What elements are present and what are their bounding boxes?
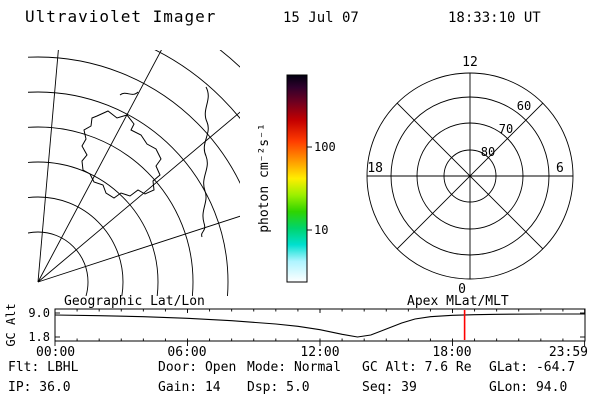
x-tick-1200: 12:00	[300, 345, 339, 360]
mlt-label-0: 0	[458, 282, 466, 297]
x-tick-0000: 00:00	[36, 345, 75, 360]
gc-alt-curve	[54, 313, 585, 338]
geographic-grid-arcs	[28, 50, 240, 296]
colorbar-tick-10: 10	[314, 223, 328, 237]
geographic-plot	[28, 50, 240, 296]
y-tick-top: 9.0	[28, 306, 50, 320]
colorbar-scale	[286, 74, 308, 283]
header: Ultraviolet Imager 15 Jul 07 18:33:10 UT	[25, 7, 541, 26]
time-label: 18:33:10 UT	[448, 10, 541, 26]
colorbar-unit-label: photon cm⁻²s⁻¹	[257, 123, 272, 233]
mlt-label-6: 6	[556, 161, 564, 176]
x-tick-0600: 06:00	[167, 345, 206, 360]
status-flt: Flt: LBHL	[8, 360, 79, 375]
strip-chart-ticks	[54, 309, 586, 346]
status-gc-alt: GC Alt: 7.6 Re	[362, 360, 472, 375]
app-title: Ultraviolet Imager	[25, 7, 216, 26]
date-label: 15 Jul 07	[283, 10, 359, 26]
status-dsp: Dsp: 5.0	[247, 380, 310, 395]
apex-plot-title: Apex MLat/MLT	[407, 294, 509, 309]
status-mode: Mode: Normal	[247, 360, 341, 375]
apex-plot: 12 0 18 6 60 70 80	[366, 55, 574, 297]
colorbar: 100 10 photon cm⁻²s⁻¹	[257, 74, 336, 283]
geo-plot-title: Geographic Lat/Lon	[64, 294, 205, 309]
status-door: Door: Open	[158, 360, 236, 375]
status-ip: IP: 36.0	[8, 380, 71, 395]
status-glat: GLat: -64.7	[489, 360, 575, 375]
geographic-grid-meridians	[37, 50, 240, 283]
colorbar-tick-100: 100	[314, 140, 336, 154]
status-gain: Gain: 14	[158, 380, 221, 395]
gc-alt-strip-chart: 9.0 1.8 GC Alt 00:00 06:00 12:00 18:00 2…	[4, 303, 588, 360]
status-seq: Seq: 39	[362, 380, 417, 395]
x-tick-1800: 18:00	[432, 345, 471, 360]
mlat-label-70: 70	[499, 122, 513, 136]
x-tick-2359: 23:59	[549, 345, 588, 360]
mlt-label-18: 18	[367, 161, 383, 176]
mlat-label-60: 60	[517, 99, 531, 113]
y-tick-bottom: 1.8	[28, 330, 50, 344]
status-glon: GLon: 94.0	[489, 380, 567, 395]
y-axis-label: GC Alt	[4, 303, 18, 346]
apex-grid-spokes	[367, 73, 573, 279]
mlt-label-12: 12	[462, 55, 478, 70]
status-bar: Flt: LBHL Door: Open Mode: Normal GC Alt…	[8, 360, 575, 395]
coastline-outline	[81, 86, 209, 238]
mlat-label-80: 80	[481, 145, 495, 159]
